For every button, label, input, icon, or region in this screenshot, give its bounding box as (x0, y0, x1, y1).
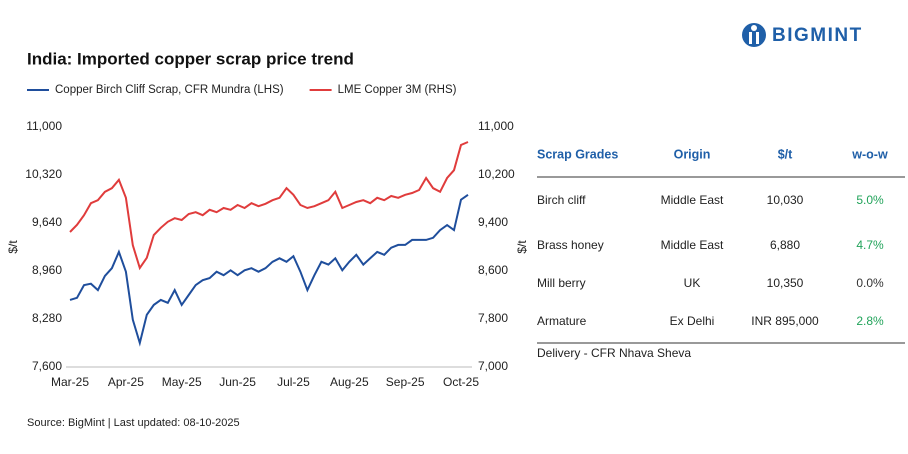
y-tick-label: 10,320 (25, 167, 62, 181)
series-line (69, 193, 469, 347)
table-cell: Middle East (661, 193, 724, 207)
table-cell: 10,030 (767, 193, 804, 207)
x-tick-label: Apr-25 (108, 375, 144, 389)
y-tick-label: 11,000 (26, 119, 62, 133)
table-cell: 0.0% (856, 276, 884, 290)
table-header: $/t (778, 147, 793, 161)
x-tick-label: May-25 (162, 375, 202, 389)
y2-tick-label: 8,600 (478, 263, 508, 277)
y2-axis-label: $/t (515, 240, 529, 254)
x-tick-label: Jun-25 (219, 375, 256, 389)
y2-tick-label: 7,000 (478, 359, 508, 373)
chart-title: India: Imported copper scrap price trend (27, 49, 354, 68)
y-tick-label: 7,600 (32, 359, 62, 373)
table-cell: Brass honey (537, 238, 604, 252)
table-note: Delivery - CFR Nhava Sheva (537, 346, 691, 360)
x-tick-label: Sep-25 (386, 375, 425, 389)
table-cell: 10,350 (767, 276, 804, 290)
table-cell: 6,880 (770, 238, 800, 252)
table-cell: Middle East (661, 238, 724, 252)
x-tick-label: Oct-25 (443, 375, 479, 389)
y-tick-label: 8,280 (32, 311, 62, 325)
table-cell: Birch cliff (537, 193, 586, 207)
y-tick-label: 8,960 (32, 263, 62, 277)
y-tick-label: 9,640 (32, 215, 62, 229)
logo-text: BIGMINT (772, 25, 863, 46)
table-cell: Armature (537, 314, 587, 328)
table-cell: INR 895,000 (751, 314, 819, 328)
logo-icon (742, 23, 766, 47)
x-tick-label: Mar-25 (51, 375, 89, 389)
table-cell: Ex Delhi (670, 314, 715, 328)
x-tick-label: Jul-25 (277, 375, 310, 389)
legend-label: LME Copper 3M (RHS) (338, 84, 457, 96)
y2-tick-label: 10,200 (478, 167, 515, 181)
table-cell: 4.7% (856, 238, 884, 252)
table-cell: UK (684, 276, 701, 290)
table-header: w-o-w (851, 147, 888, 161)
table-cell: 2.8% (856, 314, 884, 328)
source: Source: BigMint | Last updated: 08-10-20… (27, 417, 240, 429)
legend-label: Copper Birch Cliff Scrap, CFR Mundra (LH… (55, 84, 284, 96)
table-header: Scrap Grades (537, 147, 618, 161)
table-cell: 5.0% (856, 193, 884, 207)
y2-tick-label: 7,800 (478, 311, 508, 325)
table-cell: Mill berry (537, 276, 586, 290)
y2-tick-label: 9,400 (478, 215, 508, 229)
table-header: Origin (674, 147, 711, 161)
series-line (69, 141, 469, 271)
y2-tick-label: 11,000 (478, 119, 514, 133)
y-axis-label: $/t (6, 240, 20, 254)
x-tick-label: Aug-25 (330, 375, 369, 389)
